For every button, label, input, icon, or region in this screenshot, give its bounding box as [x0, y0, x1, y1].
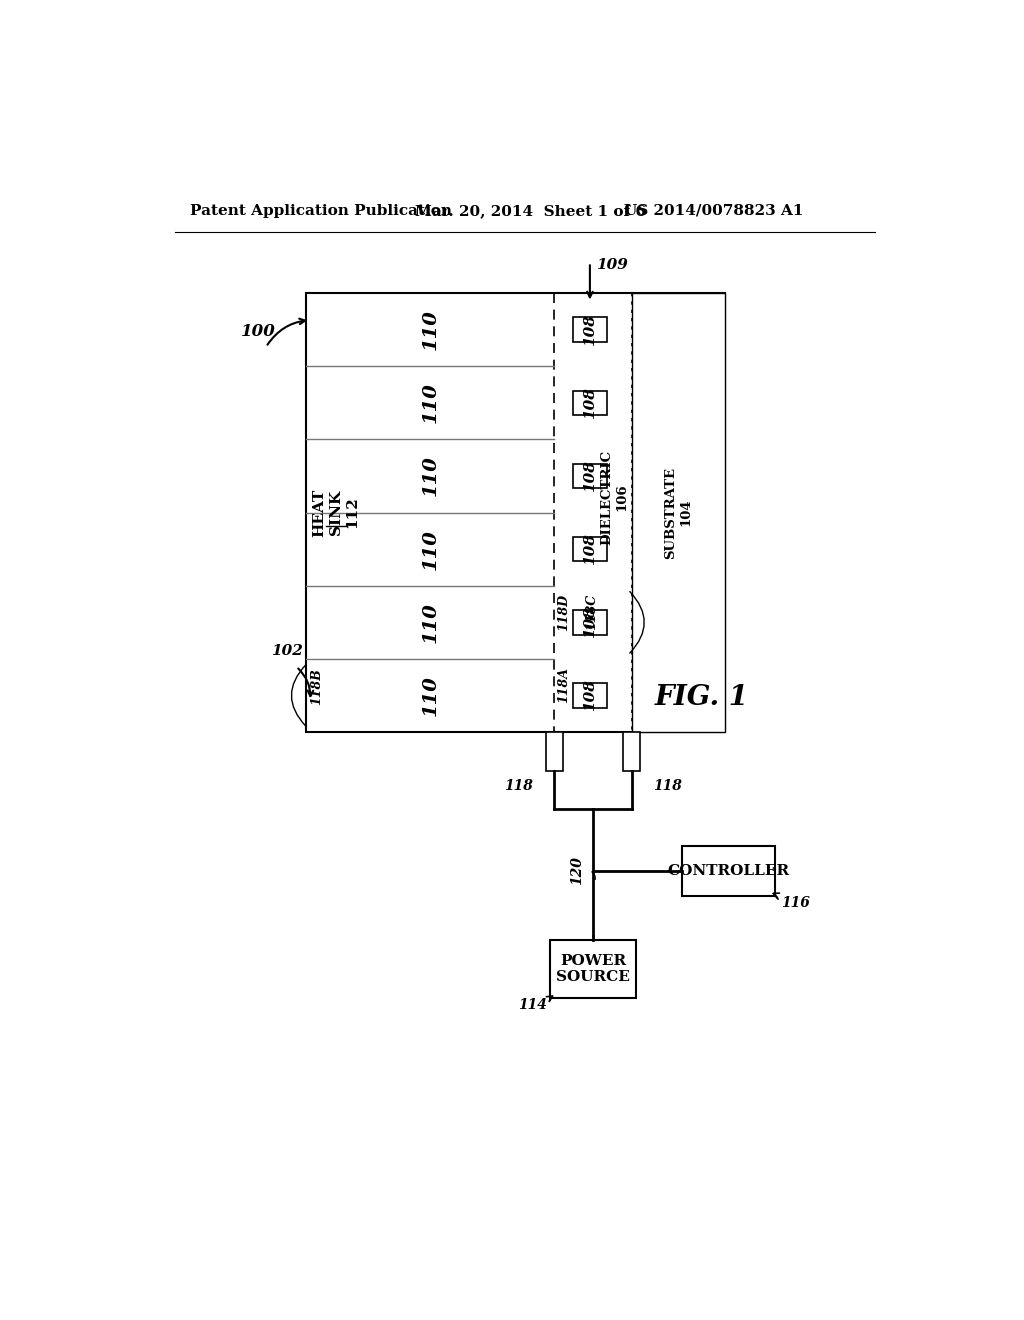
Bar: [572, 317, 607, 342]
Text: 118C: 118C: [586, 594, 598, 630]
Text: 102: 102: [271, 644, 303, 659]
Bar: [632, 293, 725, 733]
Bar: [572, 537, 607, 561]
Bar: [572, 684, 607, 708]
Text: 118: 118: [504, 779, 532, 793]
Text: US 2014/0078823 A1: US 2014/0078823 A1: [624, 203, 804, 218]
Text: 114: 114: [517, 998, 547, 1012]
Text: 110: 110: [421, 675, 439, 715]
Text: 110: 110: [421, 602, 439, 643]
Text: 118: 118: [653, 779, 682, 793]
Text: 118D: 118D: [557, 594, 570, 631]
Text: CONTROLLER: CONTROLLER: [668, 863, 790, 878]
Bar: [306, 293, 725, 733]
Text: 120: 120: [569, 857, 584, 886]
Text: DIELECTRIC
106: DIELECTRIC 106: [601, 450, 629, 545]
Text: 118B: 118B: [310, 668, 324, 705]
Text: 110: 110: [421, 455, 439, 496]
Text: HEAT
SINK
112: HEAT SINK 112: [312, 488, 358, 537]
Text: 108: 108: [583, 533, 597, 565]
Text: 110: 110: [421, 529, 439, 570]
Text: SUBSTRATE
104: SUBSTRATE 104: [665, 466, 692, 558]
Text: 100: 100: [241, 323, 275, 341]
Text: Patent Application Publication: Patent Application Publication: [190, 203, 452, 218]
Text: 108: 108: [583, 606, 597, 639]
Text: 116: 116: [781, 896, 810, 911]
Bar: [682, 846, 775, 896]
Bar: [624, 733, 640, 771]
Text: 108: 108: [583, 387, 597, 418]
Bar: [572, 391, 607, 416]
Text: 108: 108: [583, 680, 597, 711]
Text: 109: 109: [596, 259, 628, 272]
Bar: [546, 733, 563, 771]
Text: Mar. 20, 2014  Sheet 1 of 6: Mar. 20, 2014 Sheet 1 of 6: [415, 203, 646, 218]
Text: 118A: 118A: [557, 667, 570, 702]
Text: 108: 108: [583, 461, 597, 492]
Text: 110: 110: [421, 383, 439, 424]
Bar: [572, 463, 607, 488]
Text: 108: 108: [583, 314, 597, 346]
Text: 110: 110: [421, 309, 439, 350]
Bar: [550, 940, 636, 998]
Text: POWER
SOURCE: POWER SOURCE: [556, 954, 630, 983]
Bar: [572, 610, 607, 635]
Text: FIG. 1: FIG. 1: [655, 684, 749, 711]
